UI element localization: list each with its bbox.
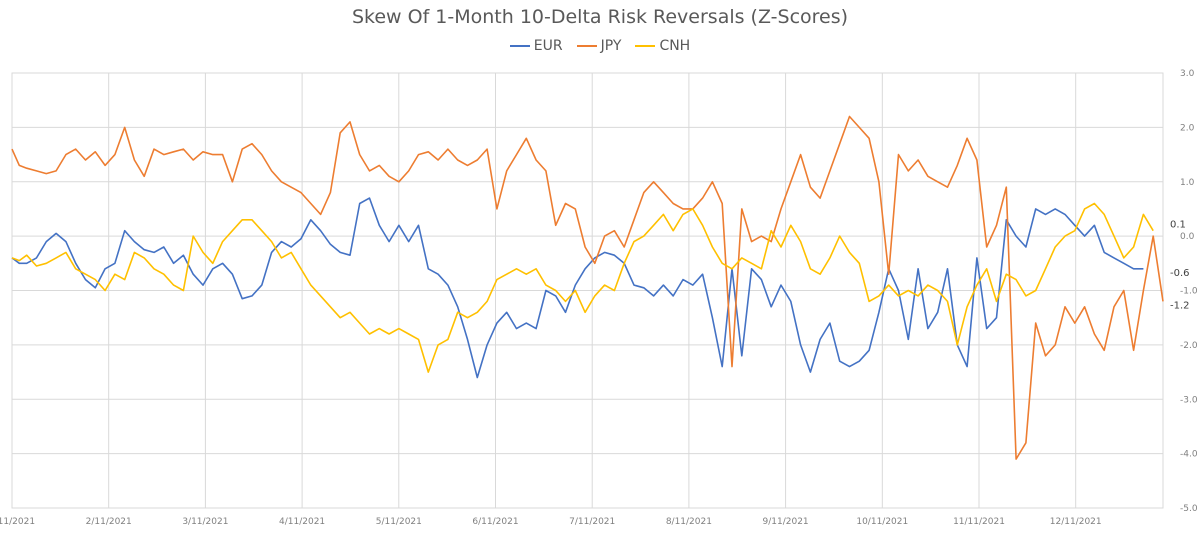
- chart-legend: EUR JPY CNH: [0, 38, 1200, 54]
- x-tick-label: 11/11/2021: [953, 517, 1005, 527]
- y-tick-label: -5.0: [1180, 504, 1198, 514]
- legend-label-eur: EUR: [533, 38, 563, 54]
- series-line-cnh: [11, 202, 1154, 373]
- y-tick-label: -2.0: [1180, 341, 1198, 351]
- y-tick-label: -4.0: [1180, 450, 1198, 460]
- chart-title: Skew Of 1-Month 10-Delta Risk Reversals …: [351, 6, 849, 28]
- x-tick-label: 3/11/2021: [182, 517, 228, 527]
- legend-item-jpy: JPY: [576, 38, 622, 54]
- legend-label-cnh: CNH: [659, 38, 691, 54]
- last-value-label-cnh: 0.1: [1170, 220, 1186, 231]
- last-value-label-eur: -0.6: [1170, 268, 1190, 279]
- y-tick-label: 2.0: [1180, 123, 1195, 133]
- y-tick-label: -1.0: [1180, 287, 1198, 297]
- legend-swatch-cnh: [635, 45, 656, 47]
- x-tick-label: 7/11/2021: [569, 517, 615, 527]
- series-line-eur: [11, 197, 1144, 379]
- series-line-jpy: [11, 115, 1164, 460]
- y-tick-label: 0.0: [1180, 232, 1195, 242]
- y-tick-label: -3.0: [1180, 395, 1198, 405]
- legend-swatch-jpy: [576, 45, 597, 47]
- x-tick-label: 8/11/2021: [666, 517, 712, 527]
- legend-swatch-eur: [509, 45, 530, 47]
- x-tick-label: 2/11/2021: [86, 517, 132, 527]
- x-tick-label: 5/11/2021: [376, 517, 422, 527]
- legend-item-eur: EUR: [509, 38, 563, 54]
- last-value-label-jpy: -1.2: [1170, 300, 1190, 311]
- x-tick-label: 10/11/2021: [856, 517, 908, 527]
- y-tick-label: 3.0: [1180, 69, 1195, 79]
- x-tick-label: 12/11/2021: [1050, 517, 1102, 527]
- x-tick-label: 9/11/2021: [763, 517, 809, 527]
- legend-label-jpy: JPY: [600, 38, 622, 54]
- x-tick-label: 1/11/2021: [0, 517, 35, 527]
- x-tick-label: 4/11/2021: [279, 517, 325, 527]
- x-tick-label: 6/11/2021: [472, 517, 518, 527]
- legend-item-cnh: CNH: [635, 38, 690, 54]
- y-tick-label: 1.0: [1180, 178, 1195, 188]
